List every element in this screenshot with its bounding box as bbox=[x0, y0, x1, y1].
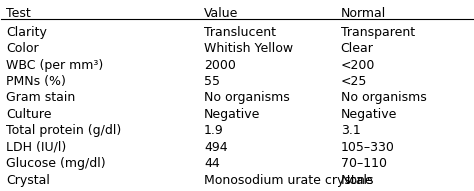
Text: Glucose (mg/dl): Glucose (mg/dl) bbox=[6, 157, 106, 170]
Text: 494: 494 bbox=[204, 141, 228, 154]
Text: Negative: Negative bbox=[204, 108, 260, 121]
Text: Clear: Clear bbox=[341, 42, 374, 55]
Text: WBC (per mm³): WBC (per mm³) bbox=[6, 58, 103, 71]
Text: Value: Value bbox=[204, 7, 238, 20]
Text: LDH (IU/l): LDH (IU/l) bbox=[6, 141, 66, 154]
Text: Total protein (g/dl): Total protein (g/dl) bbox=[6, 124, 121, 137]
Text: Crystal: Crystal bbox=[6, 173, 50, 187]
Text: Monosodium urate crystals: Monosodium urate crystals bbox=[204, 173, 374, 187]
Text: <200: <200 bbox=[341, 58, 375, 71]
Text: Clarity: Clarity bbox=[6, 26, 47, 39]
Text: Test: Test bbox=[6, 7, 31, 20]
Text: 1.9: 1.9 bbox=[204, 124, 224, 137]
Text: No organisms: No organisms bbox=[341, 91, 427, 104]
Text: None: None bbox=[341, 173, 374, 187]
Text: Translucent: Translucent bbox=[204, 26, 276, 39]
Text: 70–110: 70–110 bbox=[341, 157, 387, 170]
Text: 105–330: 105–330 bbox=[341, 141, 394, 154]
Text: Normal: Normal bbox=[341, 7, 386, 20]
Text: PMNs (%): PMNs (%) bbox=[6, 75, 66, 88]
Text: Gram stain: Gram stain bbox=[6, 91, 75, 104]
Text: Negative: Negative bbox=[341, 108, 397, 121]
Text: Color: Color bbox=[6, 42, 39, 55]
Text: 3.1: 3.1 bbox=[341, 124, 360, 137]
Text: No organisms: No organisms bbox=[204, 91, 290, 104]
Text: Culture: Culture bbox=[6, 108, 52, 121]
Text: 55: 55 bbox=[204, 75, 220, 88]
Text: 44: 44 bbox=[204, 157, 220, 170]
Text: Whitish Yellow: Whitish Yellow bbox=[204, 42, 293, 55]
Text: <25: <25 bbox=[341, 75, 367, 88]
Text: 2000: 2000 bbox=[204, 58, 236, 71]
Text: Transparent: Transparent bbox=[341, 26, 415, 39]
